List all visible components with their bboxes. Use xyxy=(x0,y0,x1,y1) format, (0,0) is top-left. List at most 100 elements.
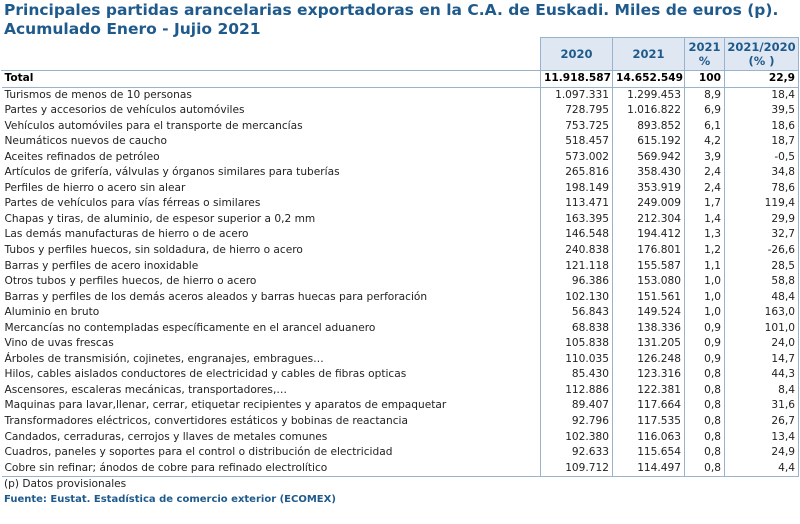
row-2020: 102.130 xyxy=(540,289,613,306)
row-2020: 105.838 xyxy=(540,336,613,352)
table-row: Transformadores eléctricos, convertidore… xyxy=(1,414,799,430)
table-row: Cobre sin refinar; ánodos de cobre para … xyxy=(1,460,799,478)
row-share: 1,0 xyxy=(684,274,725,290)
row-2020: 89.407 xyxy=(540,398,613,415)
row-share: 3,9 xyxy=(684,149,725,166)
row-label: Otros tubos y perfiles huecos, de hierro… xyxy=(1,274,541,290)
row-2020: 1.097.331 xyxy=(540,87,613,104)
row-label: Partes de vehículos para vías férreas o … xyxy=(1,196,541,212)
row-share: 4,2 xyxy=(684,134,725,150)
row-label: Cuadros, paneles y soportes para el cont… xyxy=(1,445,541,461)
total-row: Total 11.918.587 14.652.549 100 22,9 xyxy=(1,70,799,88)
row-share: 1,4 xyxy=(684,211,725,228)
row-label: Las demás manufacturas de hierro o de ac… xyxy=(1,227,541,244)
row-2021: 131.205 xyxy=(612,336,685,352)
row-change: 31,6 xyxy=(724,398,799,415)
row-2020: 92.633 xyxy=(540,445,613,461)
row-change: 24,0 xyxy=(724,336,799,352)
row-share: 0,9 xyxy=(684,351,725,368)
row-label: Barras y perfiles de los demás aceros al… xyxy=(1,289,541,306)
table-row: Vehículos automóviles para el transporte… xyxy=(1,118,799,135)
row-2020: 92.796 xyxy=(540,414,613,430)
row-change: 4,4 xyxy=(724,460,799,478)
table-row: Turismos de menos de 10 personas 1.097.33… xyxy=(1,87,799,104)
row-share: 1,0 xyxy=(684,289,725,306)
row-change: 18,6 xyxy=(724,118,799,135)
row-2020: 265.816 xyxy=(540,165,613,181)
row-2021: 117.535 xyxy=(612,414,685,430)
row-share: 8,9 xyxy=(684,87,725,104)
row-share: 0,8 xyxy=(684,367,725,383)
table-row: Las demás manufacturas de hierro o de ac… xyxy=(1,227,799,244)
row-share: 2,4 xyxy=(684,180,725,197)
row-share: 0,9 xyxy=(684,336,725,352)
table-row: Partes y accesorios de vehículos automóv… xyxy=(1,103,799,119)
row-2021: 117.664 xyxy=(612,398,685,415)
row-share: 0,8 xyxy=(684,460,725,478)
table-row: Hilos, cables aislados conductores de el… xyxy=(1,367,799,383)
row-change: 163,0 xyxy=(724,305,799,321)
header-change: 2021/2020 (% ) xyxy=(724,37,799,71)
table-row: Aluminio en bruto 56.843 149.524 1,0 163,0 xyxy=(1,305,799,321)
row-label: Ascensores, escaleras mecánicas, transpo… xyxy=(1,382,541,399)
row-label: Mercancías no contempladas específicamen… xyxy=(1,320,541,337)
table-row: Otros tubos y perfiles huecos, de hierro… xyxy=(1,274,799,290)
row-share: 1,7 xyxy=(684,196,725,212)
row-label: Chapas y tiras, de aluminio, de espesor … xyxy=(1,211,541,228)
row-2021: 149.524 xyxy=(612,305,685,321)
row-change: 39,5 xyxy=(724,103,799,119)
row-share: 0,8 xyxy=(684,445,725,461)
table-row: Maquinas para lavar,llenar, cerrar, etiq… xyxy=(1,398,799,415)
row-2021: 126.248 xyxy=(612,351,685,368)
row-change: 78,6 xyxy=(724,180,799,197)
row-2020: 112.886 xyxy=(540,382,613,399)
row-share: 0,8 xyxy=(684,382,725,399)
table-row: Candados, cerraduras, cerrojos y llaves … xyxy=(1,429,799,446)
row-change: -0,5 xyxy=(724,149,799,166)
total-label: Total xyxy=(1,70,541,88)
row-change: 48,4 xyxy=(724,289,799,306)
row-2020: 113.471 xyxy=(540,196,613,212)
title-line-1: Principales partidas arancelarias export… xyxy=(4,1,779,19)
row-2021: 138.336 xyxy=(612,320,685,337)
row-label: Artículos de grifería, válvulas y órgano… xyxy=(1,165,541,181)
row-2021: 212.304 xyxy=(612,211,685,228)
row-label: Neumáticos nuevos de caucho xyxy=(1,134,541,150)
row-label: Barras y perfiles de acero inoxidable xyxy=(1,258,541,275)
header-blank xyxy=(1,37,541,71)
row-2021: 155.587 xyxy=(612,258,685,275)
table-row: Barras y perfiles de acero inoxidable 121… xyxy=(1,258,799,275)
row-2021: 353.919 xyxy=(612,180,685,197)
row-share: 1,3 xyxy=(684,227,725,244)
row-change: 8,4 xyxy=(724,382,799,399)
row-label: Turismos de menos de 10 personas xyxy=(1,87,541,104)
table-row: Perfiles de hierro o acero sin alear 198.… xyxy=(1,180,799,197)
title-line-2: Acumulado Enero - Jujio 2021 xyxy=(4,20,261,38)
row-2020: 163.395 xyxy=(540,211,613,228)
row-share: 1,2 xyxy=(684,243,725,259)
row-label: Maquinas para lavar,llenar, cerrar, etiq… xyxy=(1,398,541,415)
row-change: 101,0 xyxy=(724,320,799,337)
row-2020: 728.795 xyxy=(540,103,613,119)
row-2020: 85.430 xyxy=(540,367,613,383)
row-label: Cobre sin refinar; ánodos de cobre para … xyxy=(1,460,541,478)
row-2021: 123.316 xyxy=(612,367,685,383)
row-2020: 56.843 xyxy=(540,305,613,321)
row-2021: 249.009 xyxy=(612,196,685,212)
row-2020: 518.457 xyxy=(540,134,613,150)
row-2020: 573.002 xyxy=(540,149,613,166)
row-label: Transformadores eléctricos, convertidore… xyxy=(1,414,541,430)
row-share: 0,8 xyxy=(684,414,725,430)
row-label: Tubos y perfiles huecos, sin soldadura, … xyxy=(1,243,541,259)
row-share: 0,8 xyxy=(684,398,725,415)
row-2020: 240.838 xyxy=(540,243,613,259)
row-label: Partes y accesorios de vehículos automóv… xyxy=(1,103,541,119)
row-2020: 753.725 xyxy=(540,118,613,135)
table-row: Mercancías no contempladas específicamen… xyxy=(1,320,799,337)
row-2021: 893.852 xyxy=(612,118,685,135)
total-change: 22,9 xyxy=(724,70,799,88)
row-2021: 151.561 xyxy=(612,289,685,306)
page-title: Principales partidas arancelarias export… xyxy=(4,1,796,39)
exports-table: 2020 2021 2021 % 2021/2020 (% ) Total 11… xyxy=(1,37,799,478)
total-2021: 14.652.549 xyxy=(612,70,685,88)
